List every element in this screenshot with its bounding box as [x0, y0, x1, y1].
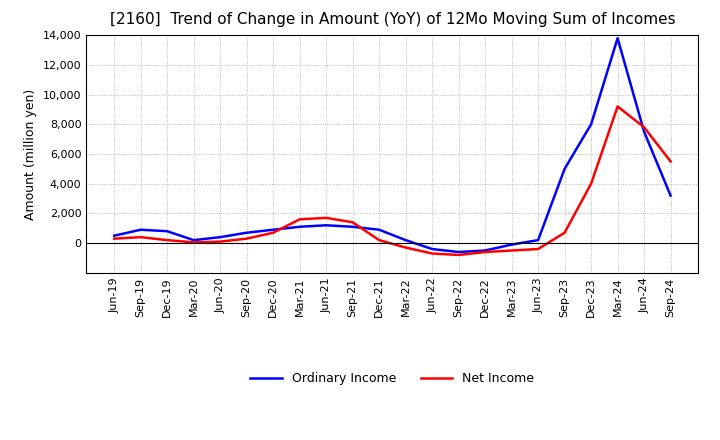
- Ordinary Income: [189, 238, 198, 243]
- Ordinary Income: [666, 193, 675, 198]
- Ordinary Income: [243, 230, 251, 235]
- Ordinary Income: [428, 246, 436, 252]
- Net Income: [454, 252, 463, 257]
- Ordinary Income: [295, 224, 304, 229]
- Net Income: [401, 245, 410, 250]
- Ordinary Income: [375, 227, 384, 232]
- Ordinary Income: [216, 235, 225, 240]
- Ordinary Income: [348, 224, 357, 229]
- Ordinary Income: [322, 223, 330, 228]
- Net Income: [560, 230, 569, 235]
- Line: Ordinary Income: Ordinary Income: [114, 38, 670, 252]
- Net Income: [136, 235, 145, 240]
- Net Income: [481, 249, 490, 255]
- Net Income: [587, 181, 595, 186]
- Y-axis label: Amount (million yen): Amount (million yen): [24, 88, 37, 220]
- Legend: Ordinary Income, Net Income: Ordinary Income, Net Income: [246, 367, 539, 390]
- Net Income: [243, 236, 251, 241]
- Ordinary Income: [613, 36, 622, 41]
- Net Income: [613, 104, 622, 109]
- Ordinary Income: [269, 227, 277, 232]
- Net Income: [269, 230, 277, 235]
- Net Income: [216, 239, 225, 244]
- Net Income: [375, 238, 384, 243]
- Ordinary Income: [136, 227, 145, 232]
- Line: Net Income: Net Income: [114, 106, 670, 255]
- Ordinary Income: [163, 229, 171, 234]
- Net Income: [508, 248, 516, 253]
- Net Income: [534, 246, 542, 252]
- Net Income: [428, 251, 436, 256]
- Net Income: [295, 216, 304, 222]
- Net Income: [110, 236, 119, 241]
- Title: [2160]  Trend of Change in Amount (YoY) of 12Mo Moving Sum of Incomes: [2160] Trend of Change in Amount (YoY) o…: [109, 12, 675, 27]
- Ordinary Income: [401, 238, 410, 243]
- Ordinary Income: [560, 166, 569, 172]
- Ordinary Income: [640, 129, 649, 134]
- Ordinary Income: [481, 248, 490, 253]
- Net Income: [348, 220, 357, 225]
- Ordinary Income: [508, 242, 516, 247]
- Net Income: [666, 159, 675, 164]
- Ordinary Income: [110, 233, 119, 238]
- Net Income: [163, 238, 171, 243]
- Ordinary Income: [587, 121, 595, 127]
- Net Income: [189, 240, 198, 245]
- Net Income: [640, 125, 649, 130]
- Ordinary Income: [454, 249, 463, 255]
- Net Income: [322, 215, 330, 220]
- Ordinary Income: [534, 238, 542, 243]
